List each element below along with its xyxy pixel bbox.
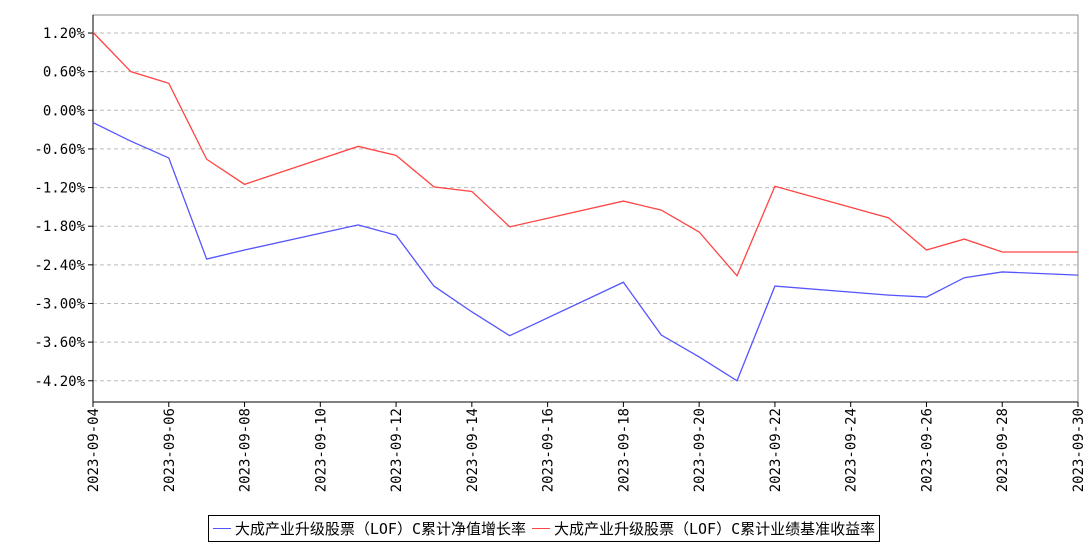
series-line [92, 31, 1078, 278]
y-tick-label: -1.80% [34, 219, 85, 235]
y-tick-label: -1.20% [34, 181, 85, 197]
x-tick-label: 2023-09-20 [692, 408, 708, 492]
legend-swatch [212, 528, 231, 529]
legend-label: 大成产业升级股票（LOF）C累计净值增长率 [234, 520, 526, 538]
legend-item: 大成产业升级股票（LOF）C累计净值增长率 [212, 518, 526, 539]
x-tick-label: 2023-09-30 [1071, 408, 1087, 492]
x-tick-label: 2023-09-06 [162, 408, 178, 492]
plot-frame [92, 14, 1079, 403]
y-tick-label: 0.00% [43, 103, 86, 119]
x-tick-label: 2023-09-24 [844, 408, 860, 492]
legend-label: 大成产业升级股票（LOF）C累计业绩基准收益率 [553, 520, 876, 538]
x-tick-label: 2023-09-16 [541, 408, 557, 492]
x-tick-label: 2023-09-18 [616, 408, 632, 492]
legend-item: 大成产业升级股票（LOF）C累计业绩基准收益率 [531, 518, 876, 539]
legend-swatch [531, 528, 550, 529]
legend: 大成产业升级股票（LOF）C累计净值增长率 大成产业升级股票（LOF）C累计业绩基… [207, 515, 881, 542]
y-tick-label: 1.20% [43, 26, 86, 42]
x-tick-label: 2023-09-22 [768, 408, 784, 492]
series-line [92, 121, 1079, 382]
x-tick-label: 2023-09-28 [995, 408, 1011, 492]
y-tick-label: -2.40% [34, 258, 85, 274]
x-tick-label: 2023-09-08 [238, 408, 254, 492]
y-tick-label: -3.60% [34, 335, 85, 351]
x-tick-label: 2023-09-10 [313, 408, 329, 492]
y-tick-label: -3.00% [34, 296, 85, 312]
chart: 1.20% 0.60% 0.00% -0.60% -1.20% -1.80% -2.40% -… [34, 14, 1087, 492]
y-tick-label: -0.60% [34, 142, 85, 158]
x-tick-label: 2023-09-12 [389, 408, 405, 492]
x-tick-label: 2023-09-14 [465, 408, 481, 492]
x-tick-label: 2023-09-04 [86, 408, 102, 492]
x-tick-label: 2023-09-26 [919, 408, 935, 492]
y-tick-label: 0.60% [43, 65, 86, 81]
y-tick-label: -4.20% [34, 374, 85, 390]
